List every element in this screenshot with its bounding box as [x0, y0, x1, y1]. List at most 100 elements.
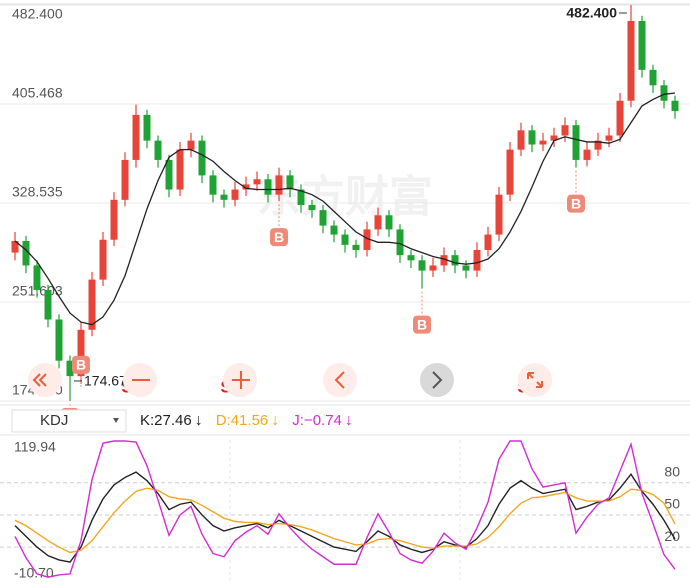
icon — [334, 371, 345, 389]
candle-body — [572, 125, 580, 160]
buy-marker — [72, 355, 90, 374]
candle-body — [374, 215, 382, 230]
candle-body — [286, 175, 294, 190]
candle-body — [88, 279, 96, 330]
buy-marker — [270, 228, 288, 247]
candle-body — [242, 184, 250, 190]
indicator-value: J:−0.74 — [292, 412, 342, 429]
candle-body — [627, 20, 635, 101]
buy-label: B — [76, 357, 86, 373]
y-tick-label: 482.400 — [12, 6, 63, 22]
candle-body — [528, 130, 536, 145]
toolbar — [28, 363, 552, 397]
dropdown-arrow — [113, 418, 119, 423]
trend-arrow: ↓ — [195, 412, 203, 429]
candle-body — [330, 225, 338, 235]
candle-body — [396, 229, 404, 256]
indicator-value: D:41.56 — [216, 412, 269, 429]
buy-label: B — [274, 229, 284, 245]
candle-body — [220, 194, 228, 200]
candle-body — [319, 210, 327, 226]
candle-body — [495, 194, 503, 235]
candle-body — [187, 140, 195, 150]
candle-body — [275, 175, 283, 195]
candle-body — [539, 140, 547, 145]
indicator-header: K:27.46 ↓ D:41.56 ↓ J:−0.74 ↓ — [140, 412, 353, 429]
candle-body — [22, 241, 30, 266]
candle-body — [55, 319, 63, 361]
indicator-value: K:27.46 — [140, 412, 192, 429]
candle-body — [231, 189, 239, 200]
candle-body — [451, 255, 459, 266]
range-label: -10.70 — [14, 565, 54, 581]
y-tick-label: 50 — [664, 496, 680, 512]
kdj-line — [14, 487, 676, 554]
candle-body — [99, 239, 107, 280]
icon — [232, 371, 250, 389]
candle-body — [44, 289, 52, 320]
min-label: 174.670 — [84, 373, 135, 389]
indicator-select[interactable] — [11, 409, 127, 433]
candle-body — [561, 125, 569, 136]
candle-body — [660, 85, 668, 101]
candle-body — [132, 114, 140, 160]
candle-body — [341, 234, 349, 245]
candle-body — [33, 265, 41, 290]
candle-body — [154, 140, 162, 160]
candle-body — [407, 255, 415, 261]
zoom-out-button[interactable] — [28, 363, 62, 397]
candle-body — [352, 244, 360, 251]
candle-body — [385, 215, 393, 230]
next-button[interactable] — [420, 363, 454, 397]
watermark: 东方财富 — [257, 173, 433, 222]
candle-body — [264, 179, 272, 195]
icon — [527, 372, 543, 388]
candle-body — [506, 149, 514, 195]
trend-arrow: ↓ — [345, 412, 353, 429]
candle-body — [484, 234, 492, 251]
candle-body — [253, 179, 261, 185]
kdj-line — [14, 471, 676, 563]
candle-body — [517, 130, 525, 150]
buy-marker — [413, 315, 431, 334]
candle-body — [143, 114, 151, 141]
candle-body — [121, 159, 129, 200]
y-tick-label: 328.535 — [12, 184, 63, 200]
candle-body — [473, 250, 481, 271]
candle-body — [429, 265, 437, 271]
candle-body — [616, 100, 624, 136]
icon — [432, 371, 443, 389]
candle-body — [209, 175, 217, 195]
trend-arrow: ↓ — [271, 412, 279, 429]
fullscreen-button[interactable] — [518, 363, 552, 397]
candle-body — [308, 204, 316, 211]
range-label: 119.94 — [14, 439, 56, 455]
prev-button[interactable] — [323, 363, 357, 397]
candle-body — [440, 255, 448, 266]
candle-body — [649, 69, 657, 86]
indicator-name: KDJ — [40, 412, 68, 429]
icon — [32, 373, 47, 387]
buy-label: B — [571, 195, 581, 211]
candle-body — [671, 100, 679, 112]
candle-body — [66, 360, 74, 377]
candle-body — [594, 140, 602, 150]
buy-marker — [567, 194, 585, 213]
buy-label: B — [417, 316, 427, 332]
candle-body — [418, 260, 426, 271]
candle-body — [110, 199, 118, 240]
candle-body — [363, 229, 371, 251]
candle-body — [176, 149, 184, 190]
kdj-line — [14, 440, 676, 578]
ma-line — [14, 92, 676, 326]
candle-body — [583, 149, 591, 160]
candle-body — [638, 20, 646, 70]
y-tick-label: 405.468 — [12, 85, 63, 101]
candle-body — [11, 241, 19, 253]
candle-body — [462, 265, 470, 271]
y-tick-label: 80 — [664, 464, 680, 480]
candle-body — [550, 135, 558, 141]
